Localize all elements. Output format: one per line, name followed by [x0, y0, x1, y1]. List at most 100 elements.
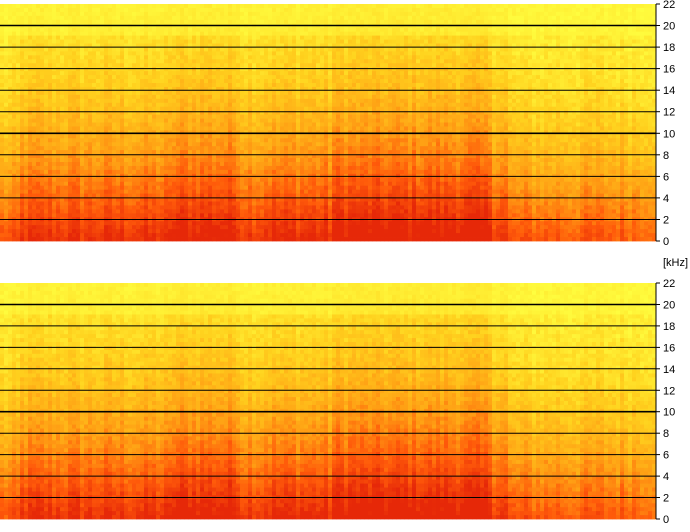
heatmap-cell	[360, 55, 364, 59]
heatmap-cell	[464, 103, 468, 107]
heatmap-cell	[640, 8, 644, 12]
heatmap-cell	[544, 16, 548, 20]
heatmap-cell	[8, 95, 12, 99]
heatmap-cell	[448, 91, 452, 95]
heatmap-cell	[276, 75, 280, 79]
heatmap-cell	[400, 63, 404, 67]
heatmap-cell	[48, 32, 52, 36]
heatmap-cell	[20, 71, 24, 75]
heatmap-cell	[84, 8, 88, 12]
heatmap-cell	[12, 20, 16, 24]
heatmap-cell	[272, 36, 276, 40]
heatmap-cell	[232, 123, 236, 127]
heatmap-cell	[508, 36, 512, 40]
heatmap-cell	[400, 99, 404, 103]
heatmap-cell	[580, 32, 584, 36]
heatmap-cell	[468, 16, 472, 20]
heatmap-cell	[176, 51, 180, 55]
heatmap-cell	[384, 4, 388, 8]
heatmap-cell	[644, 103, 648, 107]
heatmap-cell	[616, 99, 620, 103]
heatmap-cell	[604, 107, 608, 111]
heatmap-cell	[544, 67, 548, 71]
heatmap-cell	[132, 47, 136, 51]
heatmap-cell	[68, 36, 72, 40]
heatmap-cell	[216, 115, 220, 119]
heatmap-cell	[436, 75, 440, 79]
heatmap-cell	[108, 32, 112, 36]
heatmap-cell	[200, 67, 204, 71]
heatmap-cell	[96, 119, 100, 123]
heatmap-cell	[628, 91, 632, 95]
heatmap-cell	[560, 95, 564, 99]
heatmap-cell	[456, 75, 460, 79]
heatmap-cell	[12, 59, 16, 63]
heatmap-cell	[212, 20, 216, 24]
heatmap-cell	[644, 20, 648, 24]
heatmap-cell	[248, 28, 252, 32]
heatmap-cell	[128, 79, 132, 83]
heatmap-cell	[144, 51, 148, 55]
heatmap-cell	[488, 16, 492, 20]
heatmap-cell	[408, 36, 412, 40]
heatmap-cell	[148, 28, 152, 32]
heatmap-cell	[16, 40, 20, 44]
heatmap-cell	[72, 40, 76, 44]
heatmap-cell	[56, 83, 60, 87]
heatmap-cell	[284, 4, 288, 8]
heatmap-cell	[76, 59, 80, 63]
heatmap-cell	[432, 115, 436, 119]
heatmap-cell	[556, 51, 560, 55]
heatmap-cell	[328, 40, 332, 44]
heatmap-cell	[368, 36, 372, 40]
heatmap-cell	[392, 95, 396, 99]
heatmap-cell	[588, 47, 592, 51]
heatmap-cell	[552, 67, 556, 71]
heatmap-cell	[236, 28, 240, 32]
heatmap-cell	[108, 99, 112, 103]
heatmap-cell	[528, 79, 532, 83]
heatmap-cell	[176, 115, 180, 119]
heatmap-cell	[88, 119, 92, 123]
heatmap-cell	[228, 40, 232, 44]
heatmap-cell	[332, 8, 336, 12]
heatmap-cell	[156, 32, 160, 36]
heatmap-cell	[584, 107, 588, 111]
heatmap-cell	[464, 91, 468, 95]
heatmap-cell	[360, 63, 364, 67]
heatmap-cell	[152, 16, 156, 20]
heatmap-cell	[28, 8, 32, 12]
heatmap-cell	[92, 91, 96, 95]
heatmap-cell	[200, 8, 204, 12]
heatmap-cell	[344, 91, 348, 95]
heatmap-cell	[412, 16, 416, 20]
heatmap-cell	[172, 103, 176, 107]
heatmap-cell	[280, 115, 284, 119]
heatmap-cell	[556, 36, 560, 40]
heatmap-cell	[228, 28, 232, 32]
heatmap-cell	[472, 91, 476, 95]
heatmap-cell	[484, 47, 488, 51]
heatmap-cell	[396, 103, 400, 107]
heatmap-cell	[540, 107, 544, 111]
heatmap-cell	[356, 91, 360, 95]
heatmap-cell	[108, 83, 112, 87]
heatmap-cell	[424, 51, 428, 55]
heatmap-cell	[140, 115, 144, 119]
heatmap-cell	[440, 83, 444, 87]
heatmap-cell	[416, 59, 420, 63]
heatmap-cell	[196, 51, 200, 55]
heatmap-cell	[296, 95, 300, 99]
heatmap-cell	[528, 67, 532, 71]
heatmap-cell	[236, 51, 240, 55]
heatmap-cell	[300, 123, 304, 127]
heatmap-cell	[620, 8, 624, 12]
heatmap-cell	[532, 95, 536, 99]
heatmap-cell	[512, 71, 516, 75]
heatmap-cell	[136, 75, 140, 79]
heatmap-cell	[152, 75, 156, 79]
heatmap-cell	[340, 91, 344, 95]
heatmap-cell	[520, 40, 524, 44]
heatmap-cell	[580, 63, 584, 67]
heatmap-cell	[144, 75, 148, 79]
